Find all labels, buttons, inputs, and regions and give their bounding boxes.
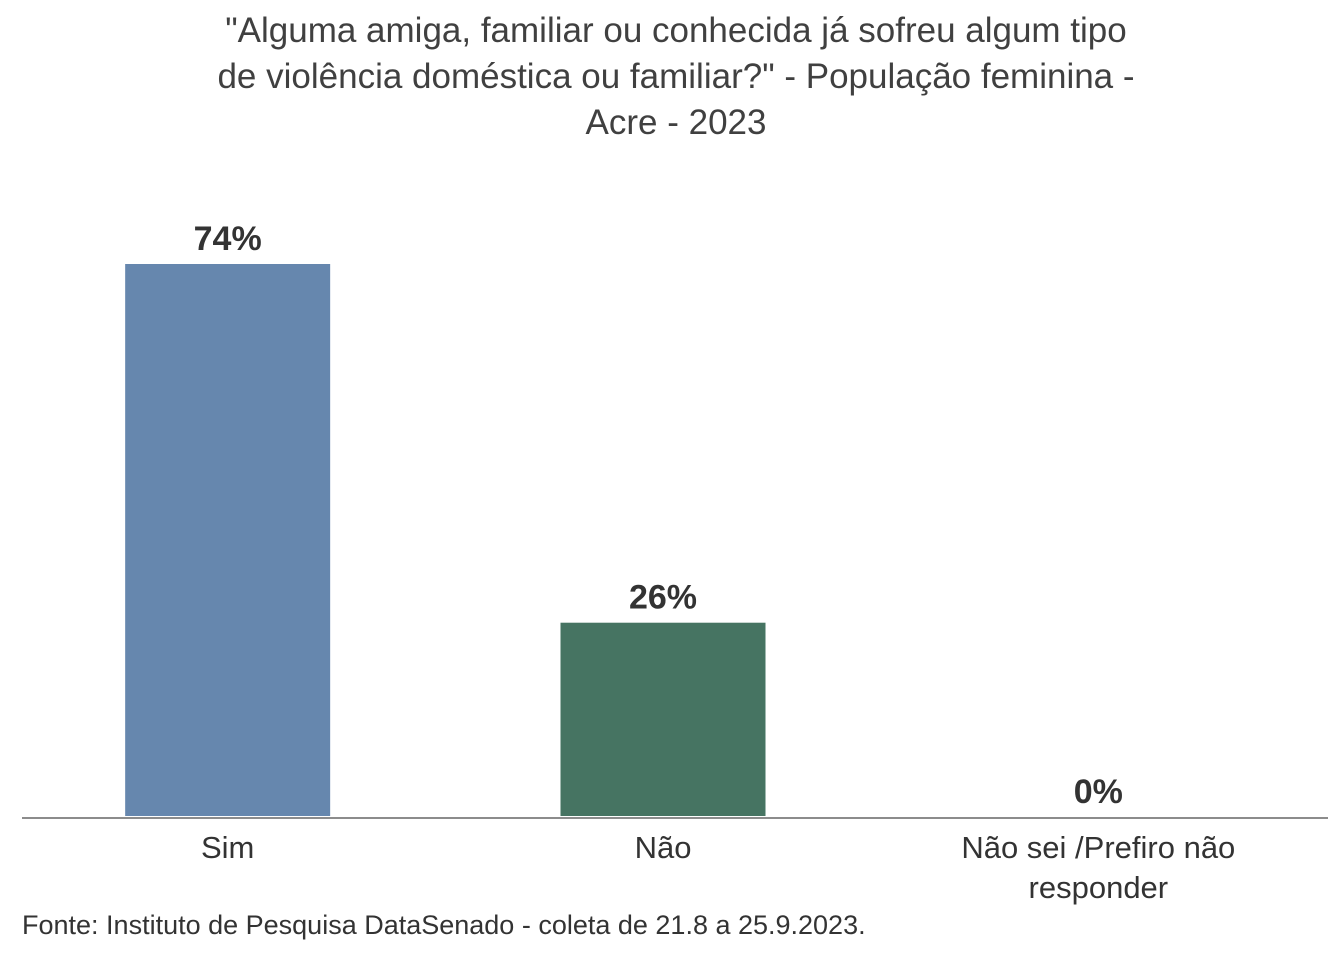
source-note: Fonte: Instituto de Pesquisa DataSenado … [22, 910, 866, 940]
tick-label-line: responder [1029, 870, 1169, 905]
bars-layer [125, 264, 766, 816]
chart-title-line-3: Acre - 2023 [585, 103, 767, 142]
tick-label-line: Não [635, 830, 692, 865]
data-label-0: 74% [194, 220, 262, 258]
chart-title-line-2: de violência doméstica ou familiar?" - P… [217, 57, 1135, 96]
tick-label-1: Não [635, 830, 692, 865]
bar-1 [560, 622, 766, 816]
chart-title-line-1: "Alguma amiga, familiar ou conhecida já … [225, 11, 1127, 50]
chart-title: "Alguma amiga, familiar ou conhecida já … [0, 8, 1344, 146]
data-label-2: 0% [1074, 773, 1123, 811]
labels-layer: 74% Sim 26% Não 0% Não sei /Prefiro não respon… [194, 220, 1236, 905]
tick-label-line: Sim [201, 830, 254, 865]
bar-0 [125, 264, 331, 816]
tick-label-0: Sim [201, 830, 254, 865]
tick-label-2: Não sei /Prefiro não responder [961, 830, 1235, 905]
data-label-1: 26% [629, 579, 697, 617]
tick-label-line: Não sei /Prefiro não [961, 830, 1235, 865]
